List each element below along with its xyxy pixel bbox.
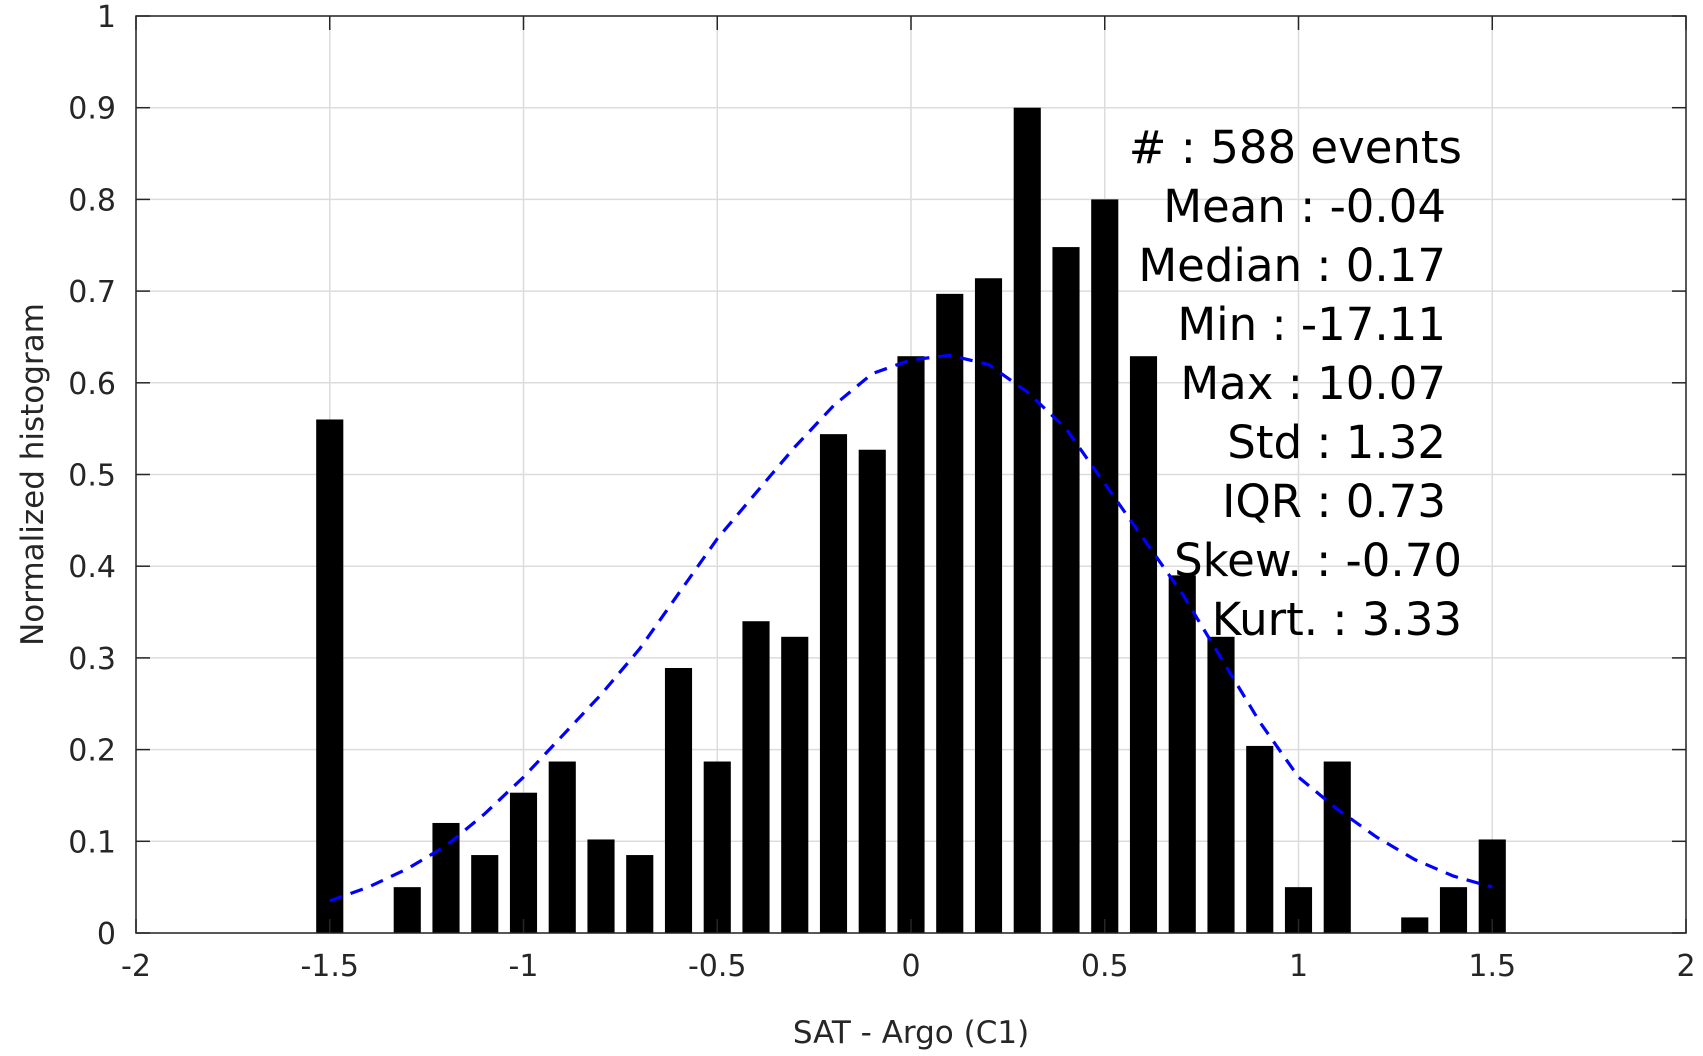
histogram-bar <box>1013 107 1041 933</box>
statistics-annotations: # : 588 events Mean : -0.04 Median : 0.17 M… <box>1129 121 1462 646</box>
y-tick-label: 0.3 <box>68 642 116 677</box>
histogram-bar <box>858 449 886 933</box>
histogram-bar <box>781 636 809 933</box>
y-tick-label: 0 <box>97 917 116 952</box>
x-tick-label: -0.5 <box>688 949 747 984</box>
stat-line: IQR : 0.73 <box>1222 475 1446 528</box>
histogram-bar <box>974 278 1003 934</box>
x-axis-label: SAT - Argo (C1) <box>793 1015 1029 1051</box>
histogram-bar <box>1129 356 1158 933</box>
histogram-bar <box>819 434 848 933</box>
y-tick-label: 0.7 <box>68 275 116 310</box>
histogram-bar <box>432 822 460 933</box>
y-tick-label: 0.6 <box>68 367 116 402</box>
histogram-bar <box>742 621 770 933</box>
y-axis-label: Normalized histogram <box>15 303 51 646</box>
stat-line: Std : 1.32 <box>1227 416 1446 469</box>
y-tick-label: 0.1 <box>68 825 116 860</box>
stat-line: Kurt. : 3.33 <box>1212 593 1462 646</box>
x-tick-label: 0.5 <box>1081 949 1129 984</box>
y-tick-label: 0.9 <box>68 92 116 127</box>
histogram-bar <box>1052 247 1080 934</box>
x-tick-label: -1 <box>509 949 539 984</box>
x-tick-label: -2 <box>121 949 151 984</box>
histogram-bar <box>664 667 693 933</box>
stat-line: Min : -17.11 <box>1177 298 1446 351</box>
x-tick-label: 0 <box>901 949 920 984</box>
x-tick-label: 1 <box>1289 949 1308 984</box>
normal-fit-curve <box>329 353 1493 903</box>
histogram-bar <box>1207 636 1235 933</box>
y-tick-label: 1 <box>97 0 116 35</box>
stat-line: Median : 0.17 <box>1138 239 1446 292</box>
stat-line: Mean : -0.04 <box>1163 180 1446 233</box>
histogram-bar <box>1091 199 1119 933</box>
y-tick-label: 0.4 <box>68 550 116 585</box>
histogram-bar <box>1246 745 1274 933</box>
histogram-bar <box>548 761 576 933</box>
x-axis-ticks: -2 -1.5 -1 -0.5 0 0.5 1 1.5 2 <box>121 16 1696 984</box>
histogram-bar <box>626 855 654 933</box>
histogram-bar <box>703 761 731 933</box>
x-tick-label: 2 <box>1676 949 1695 984</box>
histogram-bars <box>316 107 1506 934</box>
histogram-bar <box>393 887 421 933</box>
y-tick-label: 0.8 <box>68 183 116 218</box>
histogram-bar <box>471 855 499 933</box>
stat-line: # : 588 events <box>1129 121 1462 174</box>
histogram-bar <box>897 356 925 933</box>
x-tick-label: 1.5 <box>1468 949 1516 984</box>
histogram-bar <box>509 792 538 933</box>
y-axis-ticks: 0 0.1 0.2 0.3 0.4 0.5 0.6 0.7 0.8 0.9 1 <box>68 0 1686 952</box>
stat-line: Max : 10.07 <box>1180 357 1446 410</box>
histogram-bar <box>936 293 964 933</box>
fit-curve-line <box>329 353 1493 903</box>
y-tick-label: 0.5 <box>68 459 116 494</box>
stat-line: Skew. : -0.70 <box>1174 534 1462 587</box>
histogram-bar <box>1439 887 1468 933</box>
histogram-bar <box>316 419 344 934</box>
histogram-bar <box>1323 761 1351 933</box>
histogram-bar <box>1168 575 1196 933</box>
histogram-bar <box>1401 917 1429 933</box>
histogram-bar <box>587 839 615 933</box>
y-tick-label: 0.2 <box>68 734 116 769</box>
x-tick-label: -1.5 <box>300 949 359 984</box>
